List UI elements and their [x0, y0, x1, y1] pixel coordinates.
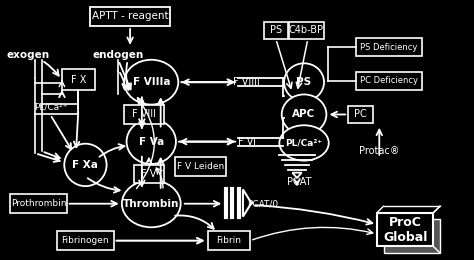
Text: PL/Ca²⁺: PL/Ca²⁺	[285, 138, 322, 147]
Text: PS Deficiency: PS Deficiency	[360, 43, 418, 52]
Text: Protac®: Protac®	[359, 146, 400, 156]
FancyBboxPatch shape	[289, 22, 324, 39]
Text: F Xa: F Xa	[73, 160, 99, 170]
Text: Fibrin: Fibrin	[216, 236, 241, 245]
FancyBboxPatch shape	[348, 106, 373, 123]
FancyBboxPatch shape	[62, 69, 95, 90]
FancyBboxPatch shape	[134, 165, 164, 183]
Text: F Va: F Va	[138, 137, 164, 147]
FancyBboxPatch shape	[10, 194, 67, 213]
Text: F X: F X	[71, 75, 86, 84]
FancyBboxPatch shape	[124, 105, 164, 124]
FancyBboxPatch shape	[356, 72, 421, 90]
Text: Fibrinogen: Fibrinogen	[62, 236, 109, 245]
Text: PCAT: PCAT	[287, 177, 311, 187]
Text: PC: PC	[354, 109, 367, 120]
Text: APC: APC	[292, 109, 316, 120]
Text: Thrombin: Thrombin	[123, 199, 180, 209]
Text: PCAT/0: PCAT/0	[247, 199, 278, 208]
FancyBboxPatch shape	[377, 213, 433, 246]
Text: endogen: endogen	[93, 50, 144, 60]
Text: F VIIIi: F VIIIi	[233, 77, 260, 87]
Ellipse shape	[279, 125, 329, 161]
Text: F V Leiden: F V Leiden	[177, 162, 224, 171]
Ellipse shape	[127, 119, 176, 164]
Text: APTT - reagent: APTT - reagent	[92, 11, 168, 21]
Text: C4b-BP: C4b-BP	[289, 25, 324, 35]
FancyBboxPatch shape	[90, 6, 170, 26]
Ellipse shape	[124, 60, 178, 105]
FancyBboxPatch shape	[383, 219, 440, 253]
Text: PS: PS	[270, 25, 282, 35]
FancyBboxPatch shape	[264, 22, 288, 39]
Text: F Vi: F Vi	[238, 137, 255, 147]
Text: Prothrombin: Prothrombin	[11, 199, 66, 208]
Text: F V: F V	[141, 169, 156, 179]
FancyBboxPatch shape	[57, 231, 114, 250]
FancyBboxPatch shape	[356, 38, 421, 56]
Ellipse shape	[282, 94, 327, 134]
Ellipse shape	[284, 63, 324, 101]
Ellipse shape	[122, 180, 181, 227]
FancyBboxPatch shape	[175, 157, 227, 176]
Text: PS: PS	[297, 77, 311, 87]
Ellipse shape	[64, 144, 107, 186]
Text: exogen: exogen	[6, 50, 49, 60]
Text: PL/Ca²⁺: PL/Ca²⁺	[34, 102, 68, 111]
Text: F VIII: F VIII	[132, 109, 156, 120]
FancyBboxPatch shape	[208, 231, 250, 250]
Text: F VIIIa: F VIIIa	[133, 77, 170, 87]
Text: ProC
Global: ProC Global	[383, 216, 428, 244]
Text: PC Deficiency: PC Deficiency	[360, 76, 418, 85]
